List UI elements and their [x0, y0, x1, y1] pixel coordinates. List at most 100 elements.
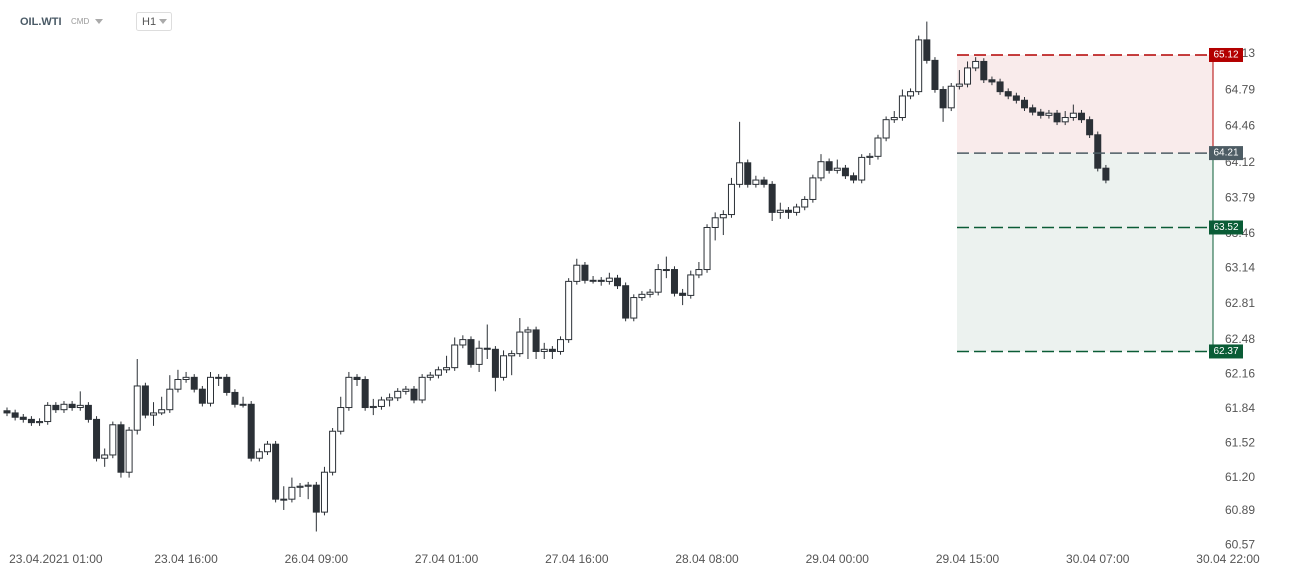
- y-tick-label: 64.46: [1225, 118, 1255, 132]
- candle-body: [630, 297, 638, 319]
- candle-body: [215, 376, 223, 379]
- symbol[interactable]: OIL.WTI: [20, 16, 62, 28]
- candle-body: [36, 421, 44, 424]
- x-tick-label: 30.04 07:00: [1066, 552, 1130, 566]
- candle-body: [980, 60, 988, 81]
- candle-body: [27, 418, 35, 424]
- candle-body: [418, 376, 426, 401]
- candle-body: [1086, 119, 1094, 136]
- candle-body: [1094, 134, 1102, 169]
- candle-body: [939, 88, 947, 109]
- candle-body: [272, 443, 280, 500]
- level-label: 65.12: [1213, 50, 1238, 61]
- candle-body: [565, 280, 573, 341]
- candle-body: [516, 331, 524, 355]
- candle-body: [833, 167, 841, 171]
- candle-body: [150, 412, 158, 416]
- candle-body: [1037, 111, 1045, 116]
- candle-body: [817, 161, 825, 179]
- candle-body: [858, 156, 866, 181]
- candle-body: [760, 179, 768, 185]
- candle-body: [101, 454, 109, 459]
- level-tag: [1209, 146, 1243, 161]
- candle-body: [68, 403, 76, 409]
- candle-body: [166, 388, 174, 411]
- candle-body: [972, 60, 980, 69]
- candle-body: [1029, 107, 1037, 113]
- candle-body: [540, 348, 548, 352]
- candle-body: [377, 399, 385, 407]
- candle-body: [662, 269, 670, 272]
- candle-body: [247, 403, 255, 459]
- candle-body: [231, 391, 239, 405]
- candle-body: [931, 59, 939, 90]
- candle-body: [304, 484, 312, 487]
- interval-arrow[interactable]: [159, 19, 167, 24]
- level-tag: [1209, 220, 1243, 235]
- interval[interactable]: H1: [142, 16, 156, 28]
- candle-body: [182, 376, 190, 380]
- candle-body: [622, 285, 630, 319]
- candle-body: [793, 206, 801, 213]
- candle-body: [996, 81, 1004, 93]
- candle-body: [964, 67, 972, 85]
- candle-body: [736, 162, 744, 185]
- candle-body: [1069, 112, 1077, 119]
- candle-body: [207, 376, 214, 404]
- x-tick-label: 27.04 16:00: [545, 552, 609, 566]
- y-tick-label: 62.48: [1225, 332, 1255, 346]
- candle-body: [117, 424, 125, 473]
- candle-body: [434, 369, 442, 376]
- candle-body: [60, 403, 68, 411]
- candle-body: [703, 226, 711, 271]
- candle-body: [947, 85, 955, 109]
- y-tick-label: 62.16: [1225, 366, 1255, 380]
- candle-body: [776, 209, 784, 213]
- level-label: 62.37: [1213, 346, 1238, 357]
- candle-body: [711, 217, 719, 228]
- candle-body: [923, 39, 931, 61]
- candle-body: [825, 161, 833, 171]
- candle-body: [198, 388, 206, 404]
- candle-body: [768, 183, 776, 213]
- candle-body: [548, 348, 556, 352]
- x-tick-label: 27.04 01:00: [415, 552, 479, 566]
- candle-body: [605, 277, 613, 282]
- candle-body: [784, 209, 792, 213]
- candle-body: [907, 91, 915, 97]
- x-tick-label: 26.04 09:00: [285, 552, 349, 566]
- candle-body: [915, 39, 923, 93]
- candle-body: [557, 339, 565, 352]
- interval-select[interactable]: [136, 12, 172, 31]
- candle-body: [296, 485, 304, 488]
- candle-body: [614, 277, 621, 287]
- candle-body: [1061, 117, 1069, 123]
- market: CMD: [71, 17, 89, 26]
- candle-body: [410, 388, 418, 401]
- candle-body: [312, 484, 320, 513]
- level-tag: [1209, 47, 1243, 62]
- candle-body: [874, 137, 882, 157]
- x-tick-label: 29.04 15:00: [936, 552, 1000, 566]
- candle-body: [443, 367, 451, 371]
- level-label: 64.21: [1213, 148, 1238, 159]
- candle-body: [1077, 112, 1085, 121]
- candle-body: [727, 183, 735, 216]
- y-tick-label: 63.14: [1225, 261, 1255, 275]
- candle-body: [353, 376, 361, 380]
- candle-body: [532, 329, 540, 352]
- candle-body: [223, 376, 231, 393]
- candle-body: [158, 409, 166, 414]
- candle-body: [955, 83, 963, 87]
- candle-body: [141, 385, 149, 416]
- candle-body: [1021, 99, 1028, 109]
- candle-body: [850, 175, 858, 181]
- dropdown-arrow[interactable]: [95, 19, 103, 24]
- candle-body: [508, 353, 516, 357]
- candle-body: [882, 119, 890, 139]
- candle-body: [890, 117, 898, 121]
- candle-body: [52, 404, 60, 411]
- candle-body: [646, 291, 654, 295]
- candle-body: [19, 416, 27, 420]
- candle-body: [337, 407, 345, 432]
